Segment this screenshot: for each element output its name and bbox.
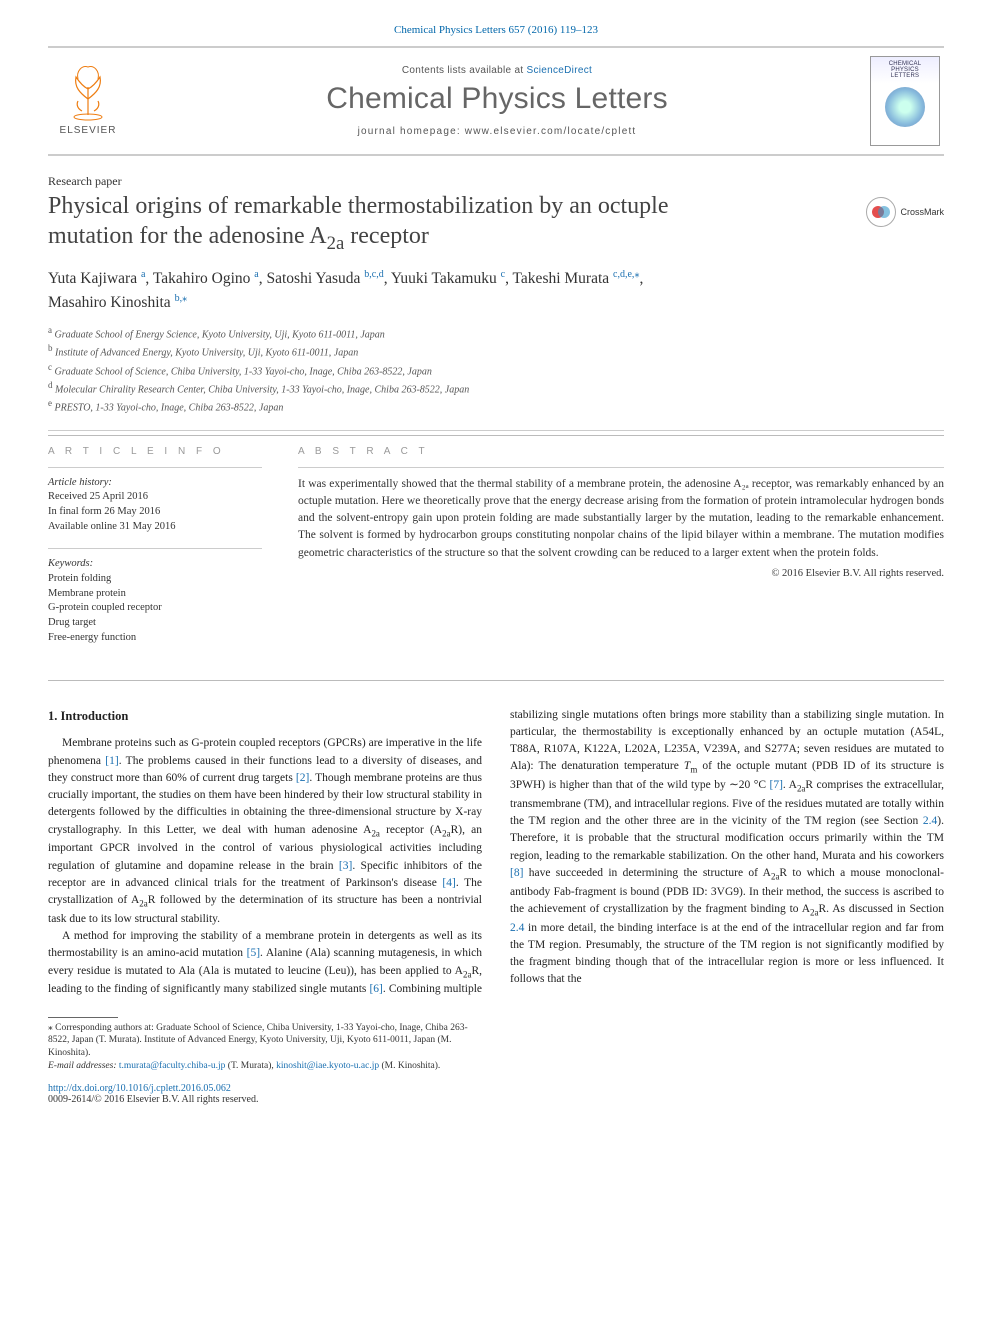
doi: http://dx.doi.org/10.1016/j.cplett.2016.… [48, 1083, 944, 1094]
affiliations: a Graduate School of Energy Science, Kyo… [48, 324, 944, 416]
journal-title: Chemical Physics Letters [124, 82, 870, 116]
ref-link[interactable]: [8] [510, 867, 523, 879]
issn-copyright: 0009-2614/© 2016 Elsevier B.V. All right… [48, 1094, 944, 1105]
journal-homepage: journal homepage: www.elsevier.com/locat… [124, 126, 870, 137]
ref-link[interactable]: [7] [770, 779, 783, 791]
contents-list-line: Contents lists available at ScienceDirec… [124, 65, 870, 76]
body-text: 1. Introduction Membrane proteins such a… [48, 707, 944, 999]
doi-link[interactable]: http://dx.doi.org/10.1016/j.cplett.2016.… [48, 1083, 231, 1094]
elsevier-tree-icon [56, 59, 120, 123]
article-info: A R T I C L E I N F O Article history: R… [48, 436, 278, 670]
citation-bar: Chemical Physics Letters 657 (2016) 119–… [48, 18, 944, 46]
sciencedirect-link[interactable]: ScienceDirect [526, 65, 592, 76]
footnote-divider [48, 1017, 118, 1018]
paper-title: Physical origins of remarkable thermosta… [48, 191, 866, 255]
divider [48, 154, 944, 156]
ref-link[interactable]: [4] [442, 877, 455, 889]
paper-type: Research paper [48, 174, 944, 189]
section-heading: 1. Introduction [48, 707, 482, 726]
email-link[interactable]: t.murata@faculty.chiba-u.jp [119, 1061, 226, 1071]
publisher-name: ELSEVIER [60, 125, 117, 136]
divider [48, 430, 944, 431]
ref-link[interactable]: [3] [339, 860, 352, 872]
divider [48, 680, 944, 681]
ref-link[interactable]: [1] [105, 755, 118, 767]
footnotes: ⁎ Corresponding authors at: Graduate Sch… [48, 1022, 478, 1073]
abstract: A B S T R A C T It was experimentally sh… [278, 436, 944, 670]
crossmark-badge[interactable]: CrossMark [866, 197, 944, 227]
ref-link[interactable]: [2] [296, 772, 309, 784]
ref-link[interactable]: [6] [369, 983, 382, 995]
email-link[interactable]: kinoshit@iae.kyoto-u.ac.jp [276, 1061, 379, 1071]
author-list: Yuta Kajiwara a, Takahiro Ogino a, Satos… [48, 267, 944, 314]
ref-link[interactable]: [5] [247, 947, 260, 959]
crossmark-icon [871, 202, 891, 222]
elsevier-logo: ELSEVIER [52, 59, 124, 143]
masthead: ELSEVIER Contents lists available at Sci… [48, 48, 944, 154]
journal-cover-thumbnail: CHEMICAL PHYSICS LETTERS [870, 56, 940, 146]
